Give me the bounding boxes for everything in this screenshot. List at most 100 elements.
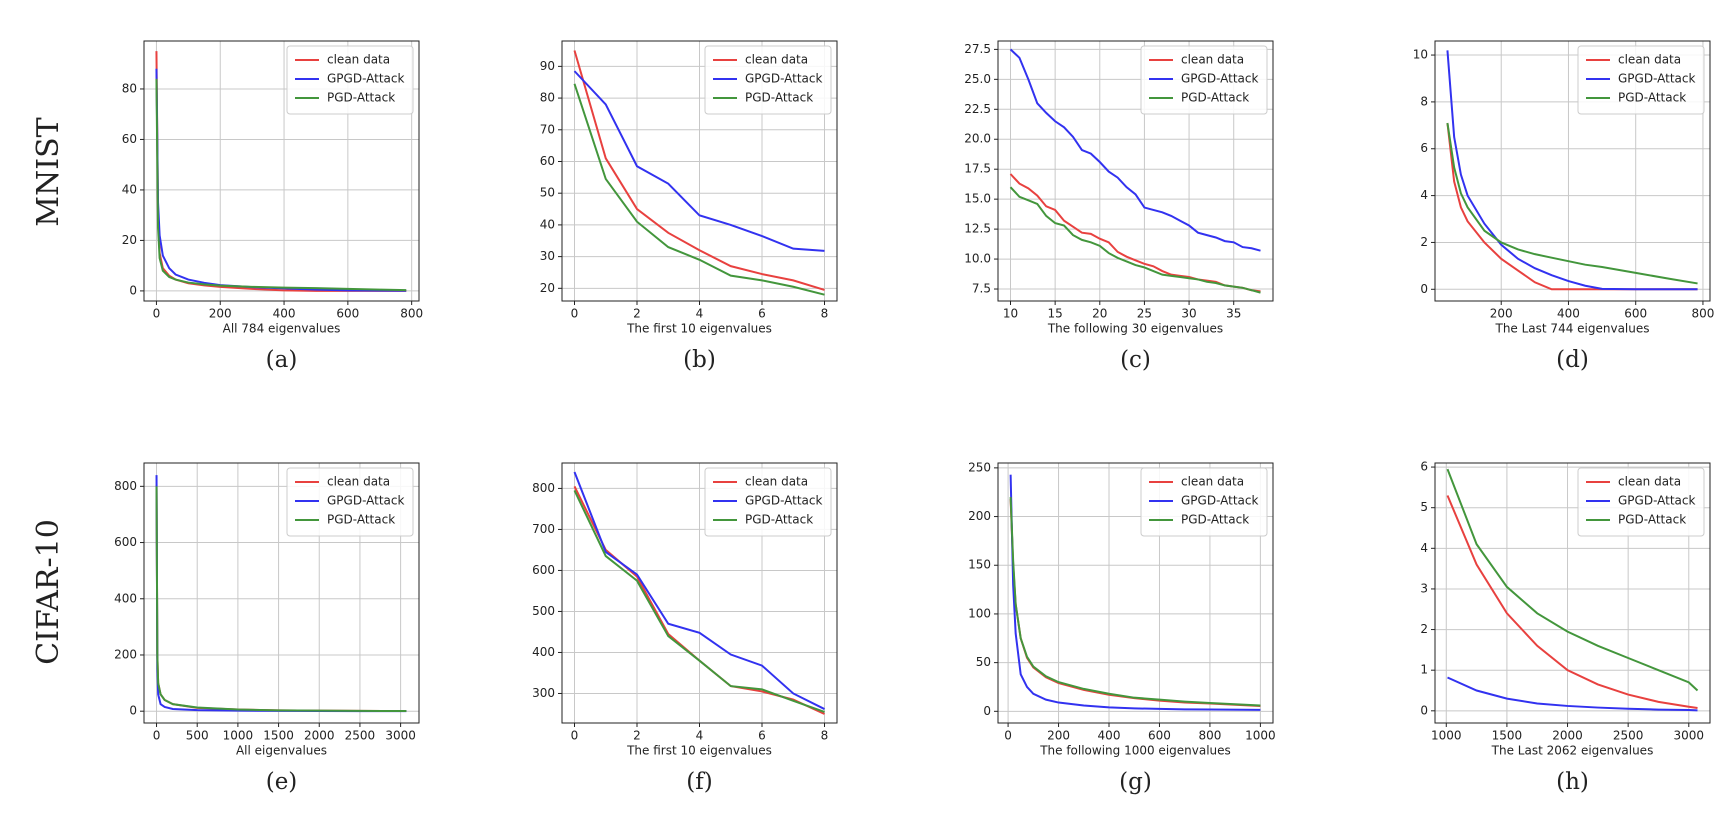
x-tick-label: 0 (1004, 729, 1012, 743)
y-tick-label: 100 (968, 606, 991, 620)
legend-label: GPGD-Attack (745, 72, 823, 86)
y-tick-label: 80 (122, 81, 137, 95)
x-tick-label: 4 (696, 307, 704, 321)
x-tick-label: 3000 (1674, 729, 1705, 743)
y-tick-label: 90 (540, 59, 555, 73)
x-tick-label: 400 (273, 307, 296, 321)
x-tick-label: 0 (153, 729, 161, 743)
y-tick-label: 600 (532, 563, 555, 577)
x-tick-label: 6 (758, 307, 766, 321)
y-tick-label: 40 (122, 182, 137, 196)
y-tick-label: 50 (976, 655, 991, 669)
x-tick-label: 400 (1557, 307, 1580, 321)
x-tick-label: 30 (1181, 307, 1196, 321)
panel: 10 15 20 25 30 35 7.5 10.0 12.5 15.0 17.5 20.0 22.5 2… (964, 40, 1274, 373)
caption: (b) (683, 347, 716, 373)
panel: 0 200 400 600 800 1000 0 50 100 150 200 250 clean da… (968, 460, 1276, 795)
legend-label: clean data (745, 475, 808, 489)
y-tick-label: 20 (540, 281, 555, 295)
x-tick-label: 15 (1048, 307, 1063, 321)
plot-frame (561, 40, 838, 302)
series-line (1009, 497, 1261, 707)
x-tick-label: 0 (153, 307, 161, 321)
x-tick-label: 2000 (304, 729, 335, 743)
series-line (155, 78, 407, 292)
legend-label: GPGD-Attack (1181, 72, 1259, 86)
x-tick-label: 2000 (1552, 729, 1583, 743)
y-tick-label: 20 (122, 233, 137, 247)
legend-label: PGD-Attack (1618, 513, 1686, 527)
x-tick-label: 800 (1198, 729, 1221, 743)
y-tick-label: 2 (1420, 622, 1428, 636)
y-tick-label: 7.5 (972, 282, 991, 296)
x-tick-label: 1000 (1245, 729, 1276, 743)
caption: (c) (1120, 347, 1151, 373)
x-tick-label: 0 (571, 729, 579, 743)
series-line (573, 471, 825, 710)
y-tick-label: 80 (540, 91, 555, 105)
y-tick-label: 0 (129, 704, 137, 718)
series-line (573, 490, 825, 713)
x-axis-label: The Last 744 eigenvalues (1494, 322, 1649, 336)
caption: (g) (1119, 769, 1152, 795)
plot-frame (1434, 462, 1711, 724)
y-tick-label: 2 (1420, 235, 1428, 249)
y-tick-label: 800 (114, 479, 137, 493)
y-tick-label: 15.0 (964, 192, 991, 206)
legend-label: GPGD-Attack (1181, 494, 1259, 508)
caption: (h) (1556, 769, 1589, 795)
x-tick-label: 10 (1003, 307, 1018, 321)
y-tick-label: 0 (1420, 703, 1428, 717)
y-tick-label: 12.5 (964, 222, 991, 236)
legend-label: PGD-Attack (327, 91, 395, 105)
series-line (1446, 122, 1698, 291)
x-tick-label: 200 (1490, 307, 1513, 321)
series-line (1447, 676, 1698, 712)
y-tick-label: 400 (114, 591, 137, 605)
series-line (573, 83, 825, 296)
x-tick-label: 1000 (223, 729, 254, 743)
y-tick-label: 50 (540, 186, 555, 200)
series-line (1009, 474, 1261, 711)
y-tick-label: 4 (1420, 541, 1428, 555)
x-axis-label: The Last 2062 eigenvalues (1491, 744, 1654, 758)
y-tick-label: 0 (1420, 282, 1428, 296)
y-tick-label: 22.5 (964, 102, 991, 116)
y-tick-label: 0 (129, 283, 137, 297)
x-tick-label: 800 (400, 307, 423, 321)
y-tick-label: 0 (983, 704, 991, 718)
plot-frame (561, 462, 838, 724)
legend-label: clean data (1181, 475, 1244, 489)
x-tick-label: 600 (1624, 307, 1647, 321)
legend-label: clean data (1618, 475, 1681, 489)
panel: 0 200 400 600 800 0 20 40 60 80 clean data GPGD-Att… (122, 40, 423, 373)
y-tick-label: 800 (532, 481, 555, 495)
legend-label: GPGD-Attack (1618, 494, 1696, 508)
y-tick-label: 10.0 (964, 252, 991, 266)
y-tick-label: 1 (1420, 663, 1428, 677)
x-tick-label: 400 (1098, 729, 1121, 743)
x-tick-label: 8 (821, 729, 829, 743)
legend-label: clean data (1181, 53, 1244, 67)
y-tick-label: 5 (1420, 500, 1428, 514)
x-tick-label: 2 (633, 307, 641, 321)
row-label: CIFAR-10 (31, 519, 66, 665)
series-line (1009, 173, 1261, 293)
x-axis-label: The following 30 eigenvalues (1047, 322, 1223, 336)
panel: 1000 1500 2000 2500 3000 0 1 2 3 4 5 6 clean data GPG… (1420, 460, 1711, 795)
x-tick-label: 2500 (345, 729, 376, 743)
legend-label: PGD-Attack (1618, 91, 1686, 105)
panel: 0 500 1000 1500 2000 2500 3000 0 200 400 600 800 cle… (114, 462, 420, 795)
legend-label: PGD-Attack (745, 91, 813, 105)
row-label: MNIST (31, 117, 66, 226)
caption: (e) (266, 769, 298, 795)
x-tick-label: 1500 (1492, 729, 1523, 743)
plot-frame (1434, 40, 1711, 302)
y-tick-label: 20.0 (964, 132, 991, 146)
x-tick-label: 6 (758, 729, 766, 743)
x-tick-label: 1000 (1431, 729, 1462, 743)
x-tick-label: 0 (571, 307, 579, 321)
y-tick-label: 200 (114, 647, 137, 661)
x-tick-label: 25 (1137, 307, 1152, 321)
